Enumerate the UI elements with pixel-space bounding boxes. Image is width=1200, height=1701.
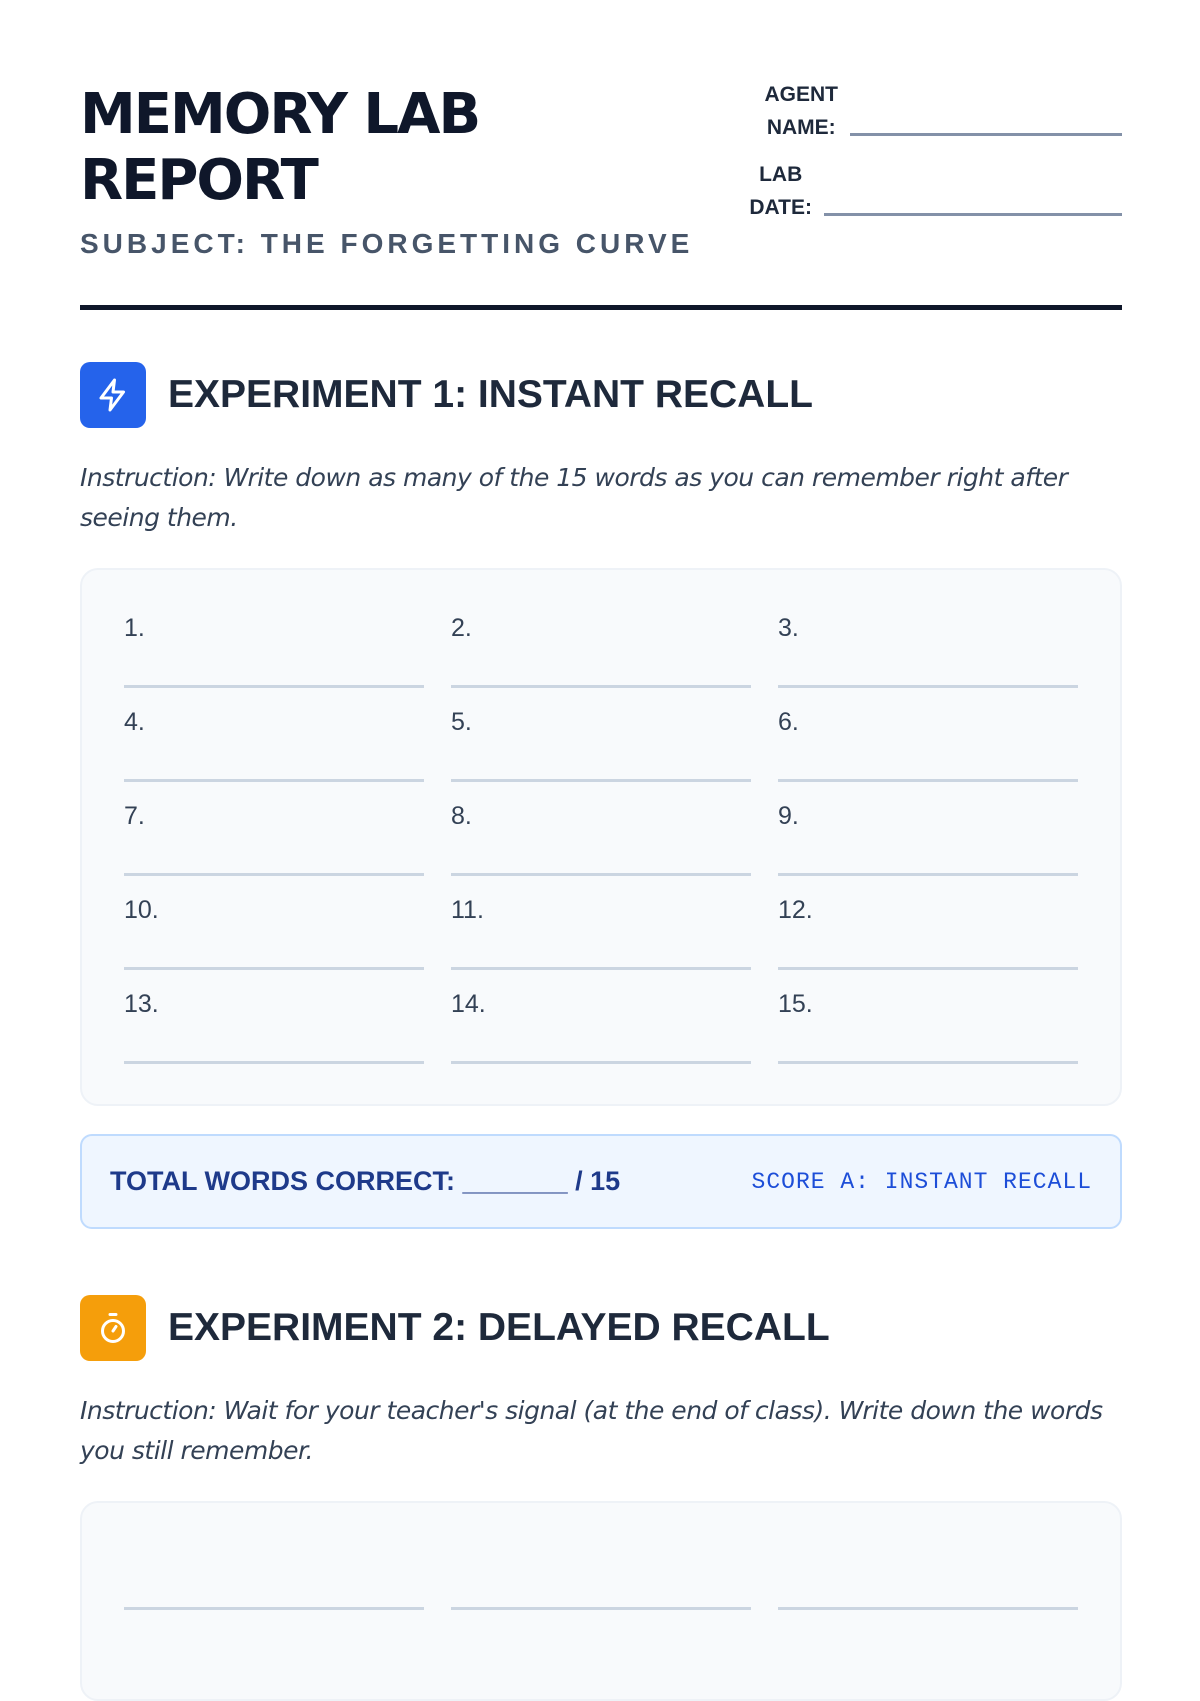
lab-date-field[interactable]: LAB DATE: [749, 158, 1122, 224]
answer-line[interactable]: 9. [778, 782, 1078, 876]
lab-date-label: LAB DATE: [749, 163, 812, 219]
answer-line[interactable]: 10. [124, 876, 424, 970]
experiment-1-instruction: Instruction: Write down as many of the 1… [80, 463, 1068, 532]
answer-line[interactable]: 13. [124, 970, 424, 1064]
recall-grid: 1. 2. 3. 4. 5. 6. 7. 8. 9. 10. 11. 12. 13. 14. 15. [80, 568, 1122, 1106]
answer-line[interactable]: 12. [778, 876, 1078, 970]
answer-line[interactable] [124, 1503, 424, 1610]
worksheet: MEMORY LAB REPORT SUBJECT: THE FORGETTING… [80, 0, 1122, 1701]
title-line-2: REPORT [80, 148, 319, 213]
answer-line[interactable]: 14. [451, 970, 751, 1064]
title-line-1: MEMORY LAB [80, 82, 481, 147]
agent-name-line[interactable] [850, 133, 1122, 136]
answer-line[interactable]: 8. [451, 782, 751, 876]
experiment-2-title: EXPERIMENT 2: DELAYED RECALL [168, 1306, 830, 1349]
agent-name-label: AGENT NAME: [764, 83, 839, 139]
answer-line[interactable]: 7. [124, 782, 424, 876]
answer-line[interactable] [451, 1503, 751, 1610]
lab-date-line[interactable] [824, 213, 1122, 216]
header: MEMORY LAB REPORT SUBJECT: THE FORGETTING… [80, 0, 1122, 310]
answer-line[interactable]: 5. [451, 688, 751, 782]
answer-line[interactable]: 11. [451, 876, 751, 970]
delayed-recall-grid [80, 1501, 1122, 1701]
experiment-2-instruction: Instruction: Wait for your teacher's sig… [80, 1396, 1103, 1465]
answer-line[interactable]: 3. [778, 594, 1078, 688]
experiment-2-heading: EXPERIMENT 2: DELAYED RECALL [80, 1295, 1122, 1361]
answer-line[interactable]: 2. [451, 594, 751, 688]
experiment-1-heading: EXPERIMENT 1: INSTANT RECALL [80, 362, 1122, 428]
answer-line[interactable]: 1. [124, 594, 424, 688]
score-tag: SCORE A: INSTANT RECALL [751, 1168, 1092, 1195]
experiment-1-title: EXPERIMENT 1: INSTANT RECALL [168, 373, 813, 416]
score-box: TOTAL WORDS CORRECT: _______ / 15 SCORE … [80, 1134, 1122, 1229]
total-words-correct[interactable]: TOTAL WORDS CORRECT: _______ / 15 [110, 1166, 621, 1196]
page-title: MEMORY LAB REPORT [80, 82, 481, 214]
answer-line[interactable] [778, 1503, 1078, 1610]
agent-name-field[interactable]: AGENT NAME: [764, 78, 1122, 144]
answer-line[interactable]: 4. [124, 688, 424, 782]
subject: SUBJECT: THE FORGETTING CURVE [80, 228, 694, 259]
lightning-icon [80, 362, 146, 428]
answer-line[interactable]: 6. [778, 688, 1078, 782]
answer-line[interactable]: 15. [778, 970, 1078, 1064]
stopwatch-icon [80, 1295, 146, 1361]
